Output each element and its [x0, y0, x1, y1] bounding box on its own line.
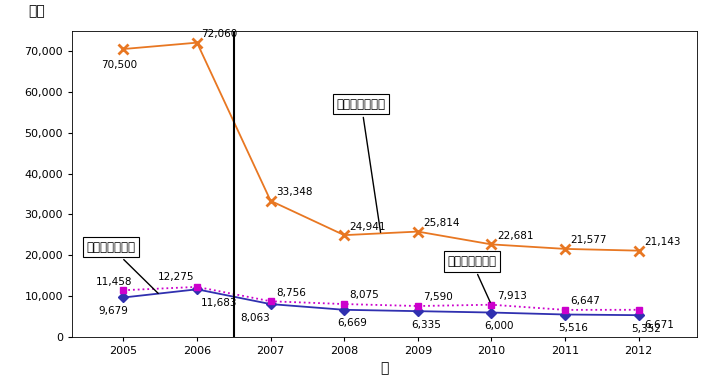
Text: 21,577: 21,577: [570, 235, 607, 246]
Text: 7,913: 7,913: [497, 291, 527, 301]
Text: 25,814: 25,814: [423, 218, 460, 228]
Text: 台数: 台数: [28, 4, 45, 18]
Text: 8,075: 8,075: [349, 290, 380, 301]
X-axis label: 年: 年: [380, 362, 389, 376]
Text: 9,679: 9,679: [99, 306, 128, 316]
Text: 11,683: 11,683: [201, 298, 238, 308]
Text: 6,647: 6,647: [570, 296, 600, 306]
Text: 33,348: 33,348: [276, 187, 313, 197]
Text: 6,671: 6,671: [644, 320, 674, 330]
Text: 5,352: 5,352: [631, 324, 661, 334]
Text: 6,000: 6,000: [485, 321, 514, 331]
Text: 6,669: 6,669: [337, 318, 367, 329]
Text: 7,590: 7,590: [423, 293, 453, 303]
Text: 21,143: 21,143: [644, 237, 681, 247]
Text: 72,060: 72,060: [201, 29, 237, 39]
Text: 22,681: 22,681: [497, 231, 533, 241]
Text: 11,458: 11,458: [96, 277, 132, 286]
Text: 8,756: 8,756: [276, 288, 306, 298]
Text: 自家用トラック: 自家用トラック: [86, 241, 158, 293]
Text: 営業用トラック: 営業用トラック: [447, 255, 496, 302]
Text: 70,500: 70,500: [101, 61, 137, 70]
Text: 6,335: 6,335: [411, 320, 441, 330]
Text: 24,941: 24,941: [349, 222, 386, 232]
Text: 8,063: 8,063: [240, 313, 270, 323]
Text: 12,275: 12,275: [158, 272, 195, 282]
Text: 自家用乗用車他: 自家用乗用車他: [336, 98, 386, 232]
Text: 5,516: 5,516: [558, 323, 588, 333]
